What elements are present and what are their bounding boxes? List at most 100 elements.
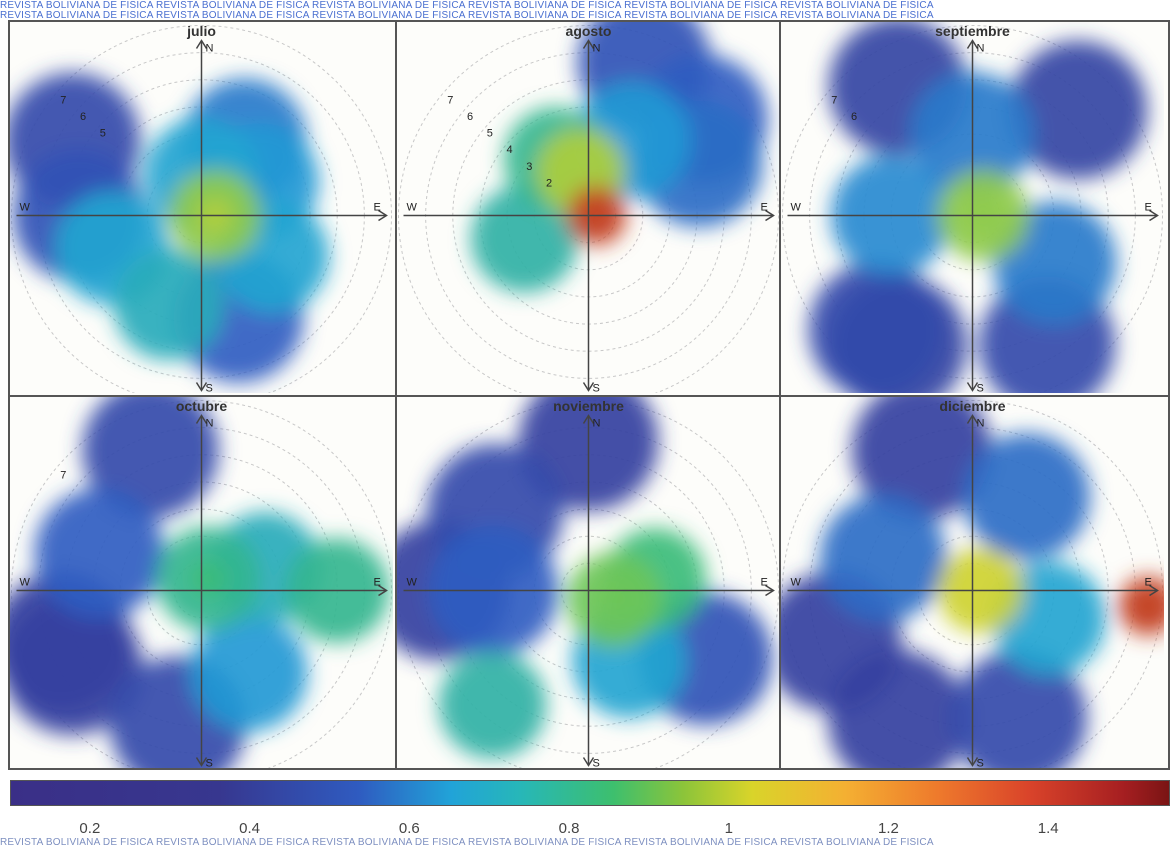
compass-north-label: N (593, 418, 601, 430)
heatmap-blob (1008, 40, 1148, 180)
arrow-south (195, 757, 208, 767)
panel-agosto: agosto N S E W 7 6 5 4 3 2 (397, 22, 780, 393)
polar-ring (11, 400, 392, 768)
arrow-north (582, 39, 595, 49)
compass-north-label: N (977, 418, 985, 430)
heatmap-blob (851, 397, 992, 520)
ring-label: 7 (60, 469, 66, 481)
compass-north-label: N (977, 43, 985, 55)
ring-label: 6 (851, 111, 857, 123)
heatmap-blob (438, 651, 547, 759)
panel-title: diciembre (939, 398, 1006, 414)
heatmap-blob (808, 261, 945, 393)
arrow-south (582, 757, 595, 767)
panel-julio: julio N S E W 7 6 5 (10, 22, 393, 393)
heatmap-hotspot (1130, 587, 1164, 624)
arrow-north (966, 414, 979, 424)
watermark-line-2: REVISTA BOLIVIANA DE FISICA REVISTA BOLI… (0, 10, 934, 21)
compass-west-label: W (407, 202, 418, 214)
arrow-north (195, 39, 208, 49)
heatmap-layer (397, 397, 773, 759)
heatmap-layer (10, 397, 390, 768)
heatmap-layer (470, 22, 768, 293)
compass-east-label: E (1145, 202, 1152, 214)
heatmap-blob (819, 494, 947, 622)
compass-south-label: S (206, 383, 213, 394)
panel-septiembre: septiembre N S E W 7 6 (781, 22, 1164, 393)
watermark-line-1: REVISTA BOLIVIANA DE FISICA REVISTA BOLI… (0, 0, 934, 11)
heatmap-hotspot (190, 560, 227, 597)
ring-label: 3 (526, 161, 532, 173)
polar-plot-noviembre: N S E W (397, 397, 779, 769)
heatmap-layer (808, 22, 1148, 393)
colorbar-tick-label: 1.2 (878, 820, 899, 837)
panel-octubre: octubre N S E W 7 (10, 397, 393, 768)
compass-north-label: N (206, 43, 214, 55)
arrow-east (765, 584, 775, 597)
colorbar (10, 780, 1170, 806)
compass-east-label: E (1145, 577, 1152, 589)
heatmap-hotspot (596, 581, 633, 618)
ring-label: 6 (80, 111, 86, 123)
ring-label: 5 (487, 128, 493, 140)
panel-diciembre: diciembre N S E W (781, 397, 1164, 768)
ring-label: 7 (831, 94, 837, 106)
compass-west-label: W (20, 202, 31, 214)
compass-east-label: E (374, 577, 381, 589)
polar-ring (782, 25, 1163, 393)
watermark-bottom: REVISTA BOLIVIANA DE FISICA REVISTA BOLI… (0, 837, 934, 848)
arrow-east (1149, 584, 1159, 597)
ring-label: 7 (60, 94, 66, 106)
polar-plot-septiembre: N S E W 7 6 (782, 22, 1163, 394)
compass-east-label: E (761, 202, 768, 214)
ring-label: 4 (506, 144, 512, 156)
arrow-east (1149, 209, 1159, 222)
polar-plot-agosto: N S E W 7 6 5 4 3 2 (398, 22, 779, 394)
compass-south-label: S (593, 758, 600, 769)
compass-south-label: S (977, 758, 984, 769)
colorbar-tick-label: 1 (724, 820, 733, 837)
polar-ring (398, 25, 779, 393)
heatmap-blob (950, 649, 1088, 768)
panel-title: agosto (565, 23, 612, 39)
ring-label: 6 (467, 111, 473, 123)
arrow-south (195, 382, 208, 392)
arrow-east (378, 584, 388, 597)
panel-title: octubre (175, 398, 228, 414)
heatmap-blob (113, 249, 225, 361)
compass-north-label: N (206, 418, 214, 430)
heatmap-layer (10, 72, 330, 383)
colorbar-tick-label: 0.8 (558, 820, 580, 837)
heatmap-blob (828, 650, 968, 768)
heatmap-blob (963, 433, 1091, 560)
compass-south-label: S (977, 383, 984, 394)
heatmap-blob (190, 614, 308, 732)
colorbar-tick-label: 1.4 (1037, 820, 1059, 837)
ring-label: 5 (100, 128, 106, 140)
arrow-south (582, 382, 595, 392)
arrow-north (966, 39, 979, 49)
colorbar-tick-label: 0.2 (79, 820, 101, 837)
polar-plot-julio: N S E W 7 6 5 (10, 25, 392, 394)
arrow-south (966, 382, 979, 392)
heatmap-layer (781, 397, 1164, 768)
arrow-east (765, 209, 775, 222)
polar-ring (11, 25, 392, 393)
compass-east-label: E (761, 577, 768, 589)
ring-label: 7 (447, 94, 453, 106)
compass-west-label: W (407, 577, 418, 589)
compass-south-label: S (593, 383, 600, 394)
ring-label: 2 (546, 177, 552, 189)
compass-east-label: E (374, 202, 381, 214)
panel-divider-horizontal (8, 395, 1170, 397)
compass-south-label: S (206, 758, 213, 769)
compass-west-label: W (791, 202, 802, 214)
polar-plot-octubre: N S E W 7 (10, 397, 392, 769)
compass-west-label: W (20, 577, 31, 589)
colorbar-tick-label: 0.4 (239, 820, 261, 837)
arrow-east (378, 209, 388, 222)
heatmap-blob (10, 595, 142, 735)
compass-west-label: W (791, 577, 802, 589)
heatmap-blob (470, 184, 579, 293)
heatmap-blob (34, 488, 165, 619)
